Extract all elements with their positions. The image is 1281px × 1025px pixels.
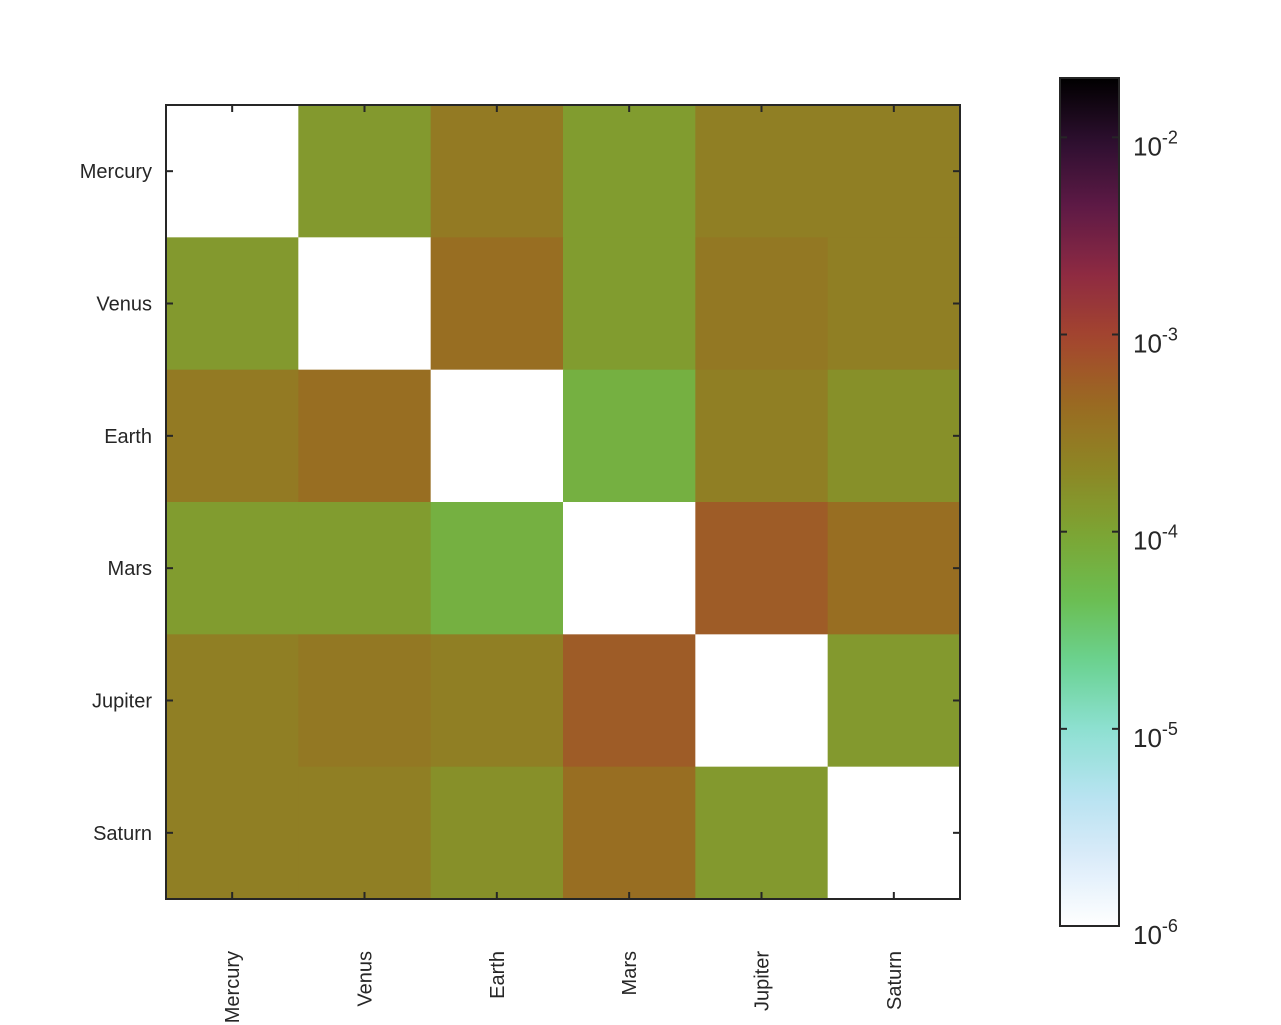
heatmap-cell-mars-jupiter [695,502,829,635]
colorbar-frame [1059,77,1120,927]
heatmap-cell-jupiter-jupiter [695,634,829,768]
heatmap-cell-jupiter-earth [430,634,564,768]
heatmap-cell-venus-mercury [166,237,299,371]
heatmap-cell-saturn-jupiter [695,766,829,900]
heatmap-cell-mars-mercury [166,502,299,635]
y-tick-label-mercury: Mercury [80,161,152,183]
colorbar-tick-base: 10 [1133,723,1162,753]
heatmap-cell-mercury-mercury [166,105,299,238]
colorbar-tick-label: 10-3 [1133,325,1178,359]
heatmap-cell-venus-earth [430,237,564,371]
heatmap-cell-earth-venus [298,369,432,503]
heatmap-cell-earth-jupiter [695,369,829,503]
colorbar-tick-exponent: -3 [1162,325,1178,345]
x-tick-label-mars: Mars [619,951,641,995]
colorbar-tick-exponent: -4 [1162,522,1178,542]
x-tick-label-mercury: Mercury [222,951,244,1023]
heatmap-cells [166,105,961,900]
heatmap-cell-saturn-venus [298,766,432,900]
heatmap-cell-mars-saturn [827,502,961,635]
heatmap-cell-jupiter-venus [298,634,432,768]
heatmap-cell-jupiter-mars [563,634,696,768]
heatmap-cell-mercury-mars [563,105,696,238]
heatmap-cell-saturn-saturn [827,766,961,900]
x-tick-label-earth: Earth [487,951,509,999]
heatmap-cell-venus-mars [563,237,696,371]
heatmap-cell-jupiter-mercury [166,634,299,768]
colorbar-gradient [1060,78,1119,926]
x-axis-labels: Mercury Venus Earth Mars Jupiter Saturn [222,951,906,1024]
x-tick-label-saturn: Saturn [884,951,906,1010]
heatmap-cell-earth-mercury [166,369,299,503]
colorbar-tick-base: 10 [1133,329,1162,359]
heatmap-cell-jupiter-saturn [827,634,961,768]
colorbar-tick-exponent: -2 [1162,127,1178,147]
y-tick-label-jupiter: Jupiter [92,691,152,713]
colorbar-tick-base: 10 [1133,131,1162,161]
x-tick-label-venus: Venus [355,951,377,1007]
colorbar-tick-exponent: -6 [1162,916,1178,936]
axes-frame [165,104,961,900]
heatmap-cell-mercury-saturn [827,105,961,238]
colorbar-tick-label: 10-6 [1133,916,1178,950]
heatmap-cell-mercury-venus [298,105,432,238]
heatmap-cell-venus-jupiter [695,237,829,371]
y-tick-label-mars: Mars [108,558,152,580]
colorbar: 10-610-510-410-310-2 [1059,77,1178,950]
heatmap-cell-earth-saturn [827,369,961,503]
y-tick-label-earth: Earth [104,426,152,448]
heatmap-cell-mercury-jupiter [695,105,829,238]
heatmap-cell-earth-earth [430,369,564,503]
heatmap-cell-venus-saturn [827,237,961,371]
colorbar-tick-label: 10-5 [1133,719,1178,753]
colorbar-tick-base: 10 [1133,526,1162,556]
colorbar-tick-exponent: -5 [1162,719,1178,739]
x-tick-label-jupiter: Jupiter [752,951,774,1011]
heatmap-cell-mercury-earth [430,105,564,238]
y-tick-label-saturn: Saturn [93,823,152,845]
colorbar-tick-label: 10-2 [1133,127,1178,161]
axes-box [165,104,961,900]
heatmap-cell-saturn-mars [563,766,696,900]
y-axis-labels: Mercury Venus Earth Mars Jupiter Saturn [80,161,153,845]
heatmap-cell-mars-venus [298,502,432,635]
heatmap-cell-earth-mars [563,369,696,503]
heatmap-cell-mars-earth [430,502,564,635]
heatmap-cell-venus-venus [298,237,432,371]
heatmap-cell-saturn-earth [430,766,564,900]
y-tick-label-venus: Venus [96,294,152,316]
colorbar-tick-label: 10-4 [1133,522,1178,556]
heatmap-cell-saturn-mercury [166,766,299,900]
colorbar-tick-base: 10 [1133,920,1162,950]
heatmap-cell-mars-mars [563,502,696,635]
